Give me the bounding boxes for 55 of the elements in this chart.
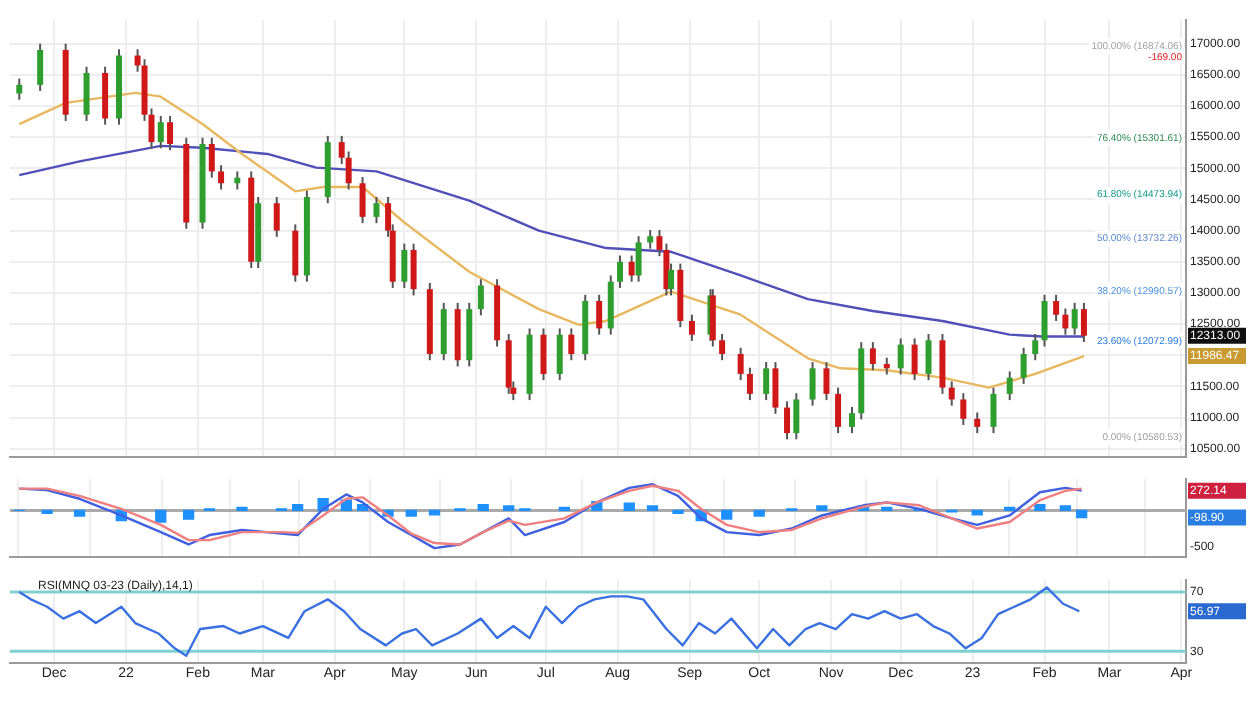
candlestick bbox=[1020, 346, 1027, 385]
candlestick bbox=[410, 242, 417, 297]
candlestick bbox=[292, 223, 299, 283]
candlestick bbox=[647, 228, 654, 250]
candlestick bbox=[1062, 307, 1069, 336]
candlestick bbox=[746, 366, 753, 402]
candlestick bbox=[835, 386, 842, 435]
candlestick bbox=[1071, 301, 1078, 336]
candlestick bbox=[1006, 370, 1013, 402]
candlestick bbox=[948, 380, 955, 407]
candlestick bbox=[373, 195, 380, 225]
candlestick bbox=[218, 164, 225, 191]
candlestick bbox=[440, 301, 447, 362]
candlestick bbox=[688, 313, 695, 342]
candlestick bbox=[477, 278, 484, 317]
candlestick bbox=[157, 114, 164, 150]
candlestick bbox=[1080, 301, 1087, 343]
candlestick bbox=[401, 242, 408, 289]
candlestick bbox=[273, 195, 280, 238]
candlestick bbox=[556, 327, 563, 382]
candlestick bbox=[990, 386, 997, 435]
candlestick bbox=[939, 333, 946, 395]
candlestick bbox=[102, 65, 109, 126]
candlestick bbox=[823, 361, 830, 402]
candlestick bbox=[628, 254, 635, 283]
candlestick bbox=[737, 346, 744, 382]
candlestick bbox=[596, 293, 603, 336]
candlestick bbox=[568, 327, 575, 362]
candlestick bbox=[1041, 293, 1048, 348]
candlestick bbox=[505, 333, 512, 395]
candlestick bbox=[607, 274, 614, 336]
candlestick bbox=[617, 254, 624, 289]
candlestick bbox=[897, 337, 904, 376]
candlestick bbox=[848, 405, 855, 435]
candlestick bbox=[719, 333, 726, 362]
candlestick bbox=[208, 136, 215, 179]
candlestick bbox=[1032, 333, 1039, 362]
candlestick bbox=[540, 327, 547, 382]
candlestick bbox=[960, 392, 967, 427]
candlestick bbox=[83, 65, 90, 122]
candlestick bbox=[1053, 293, 1060, 322]
candlestick bbox=[974, 411, 981, 435]
candlestick bbox=[16, 77, 23, 101]
candlestick bbox=[772, 361, 779, 415]
candlestick bbox=[809, 361, 816, 407]
candlestick bbox=[925, 333, 932, 382]
candlestick bbox=[784, 400, 791, 441]
candlestick bbox=[359, 176, 366, 225]
candlestick bbox=[793, 392, 800, 441]
candlestick bbox=[869, 341, 876, 372]
candlestick bbox=[635, 235, 642, 283]
candlestick bbox=[911, 337, 918, 382]
candlestick bbox=[37, 42, 44, 93]
candlestick bbox=[167, 114, 174, 152]
candlestick bbox=[763, 361, 770, 402]
